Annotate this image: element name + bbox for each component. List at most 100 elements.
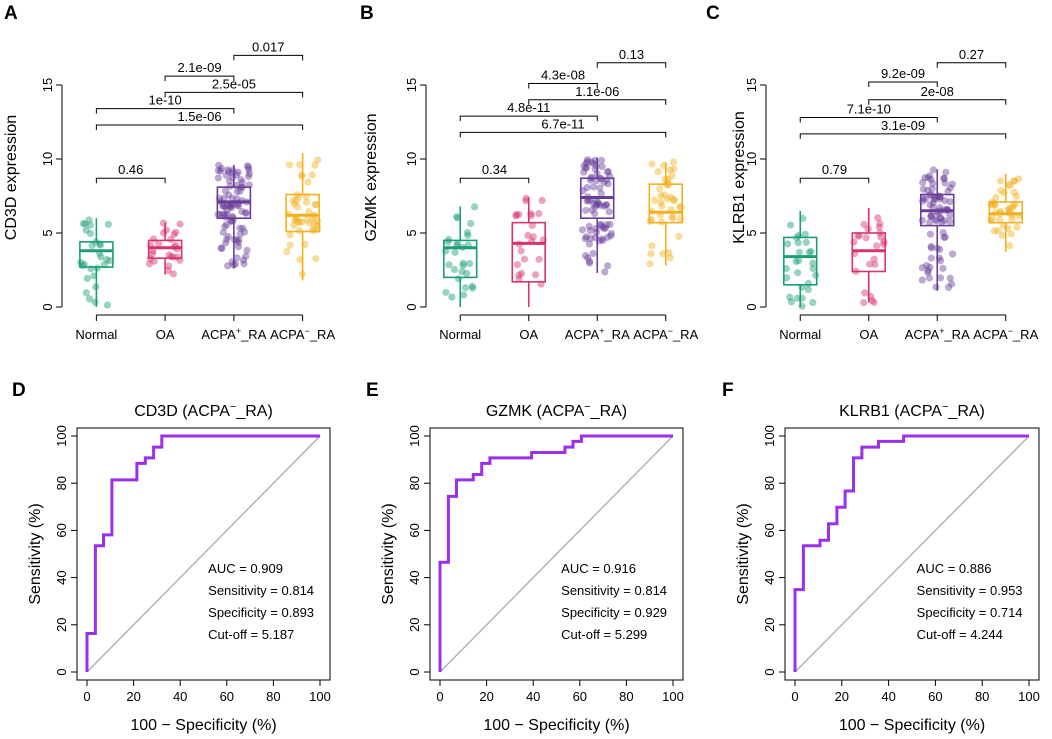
data-point: [588, 206, 596, 214]
data-point: [311, 161, 319, 169]
data-point: [595, 200, 603, 208]
data-point: [229, 214, 237, 222]
data-point: [295, 218, 303, 226]
data-point: [308, 171, 317, 179]
data-point: [875, 223, 883, 231]
data-point: [940, 174, 948, 183]
data-point: [591, 233, 599, 242]
data-point: [238, 178, 246, 187]
comparison-bracket: 0.79: [799, 162, 870, 184]
y-tick-label: 100: [407, 425, 422, 447]
data-point: [604, 262, 612, 270]
category-base: ACPA: [565, 327, 600, 342]
y-tick-label: 40: [407, 570, 422, 584]
bracket-line: [868, 99, 1007, 105]
data-point: [309, 227, 317, 235]
data-point: [214, 174, 222, 182]
data-point: [597, 190, 605, 198]
data-point: [222, 221, 231, 229]
p-value-label: 2e-08: [921, 84, 954, 99]
data-point: [667, 205, 675, 214]
data-point: [227, 204, 235, 212]
category-tail: _RA: [603, 327, 630, 342]
bracket-line: [936, 62, 1007, 68]
data-point: [1013, 223, 1021, 231]
data-point: [809, 259, 817, 267]
data-point: [586, 259, 594, 267]
data-point: [232, 181, 241, 190]
y-axis-title: Sensitivity (%): [735, 503, 752, 604]
category-tail: _RA: [309, 327, 336, 342]
data-point: [459, 262, 467, 270]
data-point: [448, 293, 456, 301]
data-point: [598, 235, 606, 243]
data-point: [584, 254, 592, 262]
data-point: [154, 240, 163, 248]
data-point: [1006, 209, 1014, 217]
data-point: [463, 269, 471, 278]
comparison-bracket: 2.5e-05: [164, 76, 304, 98]
data-point: [794, 257, 803, 265]
data-point: [850, 238, 858, 246]
data-point: [944, 283, 953, 291]
data-point: [927, 212, 935, 221]
category-base: ACPA: [633, 327, 668, 342]
data-point: [221, 210, 229, 219]
data-point: [1004, 206, 1012, 214]
data-point: [87, 265, 95, 273]
data-point: [461, 284, 470, 292]
data-point: [585, 222, 593, 230]
data-point: [587, 173, 595, 182]
data-point: [528, 221, 536, 230]
category-tail: _RA: [672, 327, 699, 342]
data-point: [658, 202, 666, 210]
data-point: [939, 264, 947, 273]
y-axis-title: CD3D expression: [3, 115, 20, 240]
data-point: [927, 176, 935, 184]
category-label: Normal: [439, 327, 481, 342]
y-tick-label: 0: [54, 668, 69, 675]
data-point: [787, 298, 795, 306]
y-tick-label: 5: [40, 229, 55, 236]
data-point: [589, 200, 598, 208]
data-point: [81, 220, 89, 228]
y-tick-label: 20: [54, 618, 69, 632]
roc-title-main: CD3D (ACPA: [134, 403, 230, 420]
data-point: [862, 234, 870, 242]
data-point: [238, 197, 246, 205]
data-point: [515, 210, 523, 219]
data-point: [597, 220, 605, 228]
data-point: [587, 234, 595, 242]
bracket-line: [95, 177, 166, 184]
data-point: [228, 169, 236, 177]
data-point: [798, 302, 806, 310]
roc-title-tail: _RA): [947, 403, 984, 420]
data-point: [593, 170, 601, 178]
data-point: [603, 233, 611, 241]
bracket-line: [95, 108, 235, 114]
data-point: [240, 260, 248, 268]
data-point: [941, 197, 949, 205]
data-point: [453, 241, 461, 249]
y-tick-label: 20: [762, 618, 777, 632]
data-point: [647, 250, 655, 258]
data-point: [651, 196, 659, 204]
roc-title-tail: _RA): [235, 403, 272, 420]
box-iqr: [285, 193, 320, 233]
data-point: [606, 172, 614, 180]
category-label: OA: [859, 327, 878, 342]
data-point: [219, 201, 227, 210]
data-point: [215, 194, 223, 202]
x-tick-label: 40: [526, 689, 540, 704]
data-point: [311, 200, 319, 209]
category-base: OA: [859, 327, 878, 342]
data-point: [996, 209, 1005, 217]
data-point: [294, 193, 303, 201]
data-point: [223, 235, 231, 243]
data-point: [228, 173, 237, 181]
data-point: [583, 158, 592, 166]
data-point: [607, 232, 615, 240]
data-point: [861, 289, 869, 297]
data-point: [801, 230, 809, 238]
